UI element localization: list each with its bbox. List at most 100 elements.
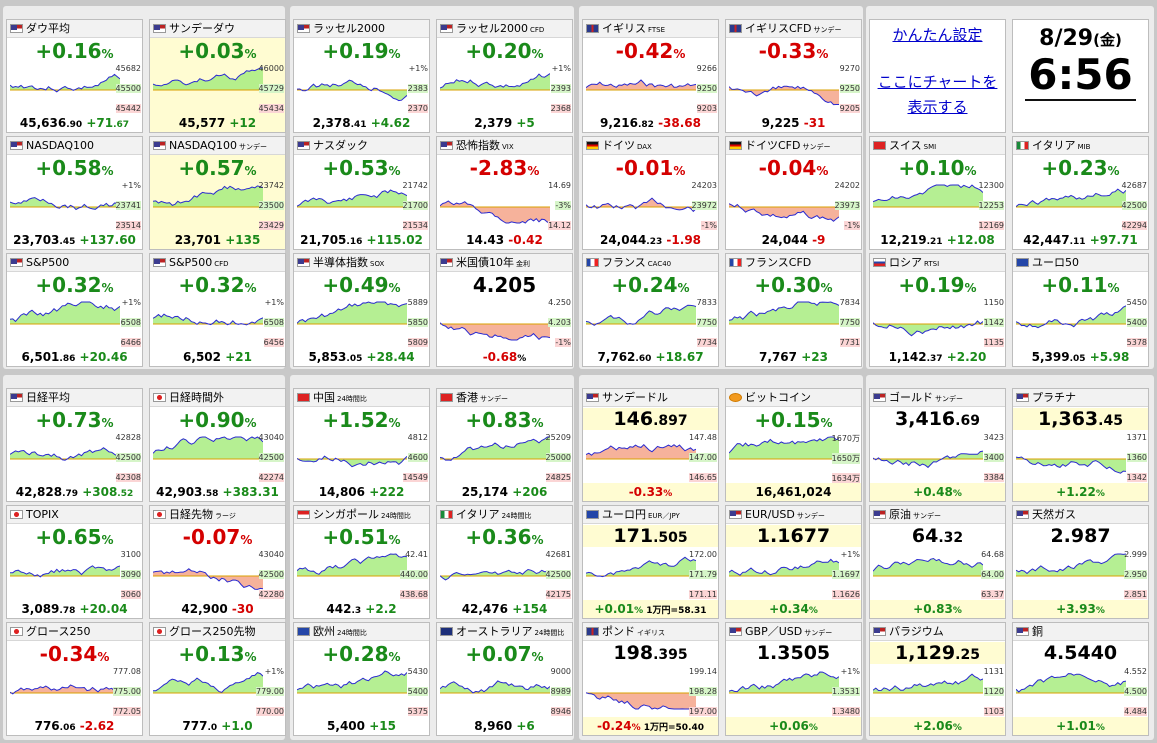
market-tile[interactable]: 香港 サンデー +0.83% 25209 25000 24825 25,174 +206 xyxy=(436,388,573,502)
market-tile[interactable]: 日経時間外 +0.90% 43040 42500 42274 42,903.58 +383… xyxy=(149,388,286,502)
market-tile[interactable]: イタリア MIB +0.23% 42687 42500 42294 42,447.11 +9… xyxy=(1012,136,1149,250)
footer-value: 7,762 xyxy=(597,350,636,364)
axis-label: 2370 xyxy=(407,104,428,113)
market-tile[interactable]: グロース250先物 +0.13% +1% 779.00 770.00 777.0 +1.0 xyxy=(149,622,286,736)
tile-title: ユーロ50 xyxy=(1032,256,1079,269)
percent-sign: % xyxy=(244,281,257,295)
commodity-tile[interactable]: サンデードル 146.897 147.48 147.00 146.65 -0.33% xyxy=(582,388,719,502)
chart-display-link-line1[interactable]: ここにチャートを xyxy=(877,73,998,91)
jp-flag-icon xyxy=(153,627,166,636)
footer-value: 442 xyxy=(326,602,352,616)
market-tile[interactable]: ダウ平均 +0.16% 45682 45500 45442 45,636.90 +71.6… xyxy=(6,19,143,133)
footer-percent: % xyxy=(1095,606,1105,616)
axis-label: 1150 xyxy=(983,298,1004,307)
market-tile[interactable]: 欧州 24時間比 +0.28% 5430 5400 5375 5,400 +15 xyxy=(293,622,430,736)
commodity-tile[interactable]: パラジウム 1,129.25 1131 1120 1103 +2.06% xyxy=(869,622,1006,736)
commodity-tile[interactable]: 天然ガス 2.987 2.999 2.950 2.851 +3.93% xyxy=(1012,505,1149,619)
axis-label: +1% xyxy=(551,64,571,73)
market-tile[interactable]: TOPIX +0.65% 3100 3090 3060 3,089.78 +20.04 xyxy=(6,505,143,619)
axis-label: 14.12 xyxy=(548,221,571,230)
axis-label: 4600 xyxy=(407,453,428,462)
tile-footer: 8,960 +6 xyxy=(437,717,572,735)
axis-label: 3090 xyxy=(120,570,141,579)
commodity-tile[interactable]: ポンド イギリス 198.395 199.14 198.28 197.00 -0.24% 1… xyxy=(582,622,719,736)
footer-value: 9,225 xyxy=(761,116,800,130)
commodity-tile[interactable]: ビットコイン +0.15% 1670万 1650万 1634万 16,461,024 xyxy=(725,388,862,502)
market-tile[interactable]: サンデーダウ +0.03% 46000 45729 45434 45,577 +12 xyxy=(149,19,286,133)
commodity-tile[interactable]: GBP／USD サンデー 1.3505 +1% 1.3531 1.3480 +0.06% xyxy=(725,622,862,736)
commodity-tile[interactable]: 銅 4.5440 4.552 4.500 4.484 +1.01% xyxy=(1012,622,1149,736)
market-tile[interactable]: 米国債10年 金利 4.205 4.250 4.203 -1% -0.68% xyxy=(436,253,573,367)
market-tile[interactable]: ナスダック +0.53% 21742 21700 21534 21,705.16 +115… xyxy=(293,136,430,250)
market-tile[interactable]: ドイツCFD サンデー -0.04% 24202 23973 -1% 24,044 -9 xyxy=(725,136,862,250)
axis-label: 1135 xyxy=(983,338,1004,347)
commodity-tile[interactable]: ユーロ円 EUR／JPY 171.505 172.00 171.79 171.11 +0.0… xyxy=(582,505,719,619)
tile-subtitle: CAC40 xyxy=(647,260,672,268)
tile-footer: 6,502 +21 xyxy=(150,348,285,366)
market-tile[interactable]: ラッセル2000 +0.19% +1% 2383 2370 2,378.41 +4.62 xyxy=(293,19,430,133)
market-tile[interactable]: ロシア RTSI +0.19% 1150 1142 1135 1,142.37 +2.20 xyxy=(869,253,1006,367)
market-tile[interactable]: NASDAQ100 +0.58% +1% 23741 23514 23,703.45 +1… xyxy=(6,136,143,250)
market-tile[interactable]: ユーロ50 +0.11% 5450 5400 5378 5,399.05 +5.98 xyxy=(1012,253,1149,367)
price-decimal: .32 xyxy=(938,530,964,546)
footer-value: 42,447 xyxy=(1023,233,1070,247)
market-tile[interactable]: イタリア 24時間比 +0.36% 42681 42500 42175 42,476 +15… xyxy=(436,505,573,619)
easy-settings-link[interactable]: かんたん設定 xyxy=(892,26,983,44)
market-tile[interactable]: ドイツ DAX -0.01% 24203 23972 -1% 24,044.23 -1.98 xyxy=(582,136,719,250)
tile-title: ポンド xyxy=(602,625,635,638)
market-tile[interactable]: 半導体指数 SOX +0.49% 5889 5850 5809 5,853.05 +28.4… xyxy=(293,253,430,367)
market-tile[interactable]: シンガポール 24時間比 +0.51% 42.41 440.00 438.68 442.3 … xyxy=(293,505,430,619)
jp-flag-icon xyxy=(153,393,166,402)
sparkline-chart xyxy=(297,79,407,102)
axis-label: 5809 xyxy=(407,338,428,347)
market-tile[interactable]: オーストラリア 24時間比 +0.07% 9000 8989 8946 8,960 +6 xyxy=(436,622,573,736)
axis-label: 775.00 xyxy=(113,687,141,696)
commodity-tile[interactable]: プラチナ 1,363.45 1371 1360 1342 +1.22% xyxy=(1012,388,1149,502)
commodity-tile[interactable]: ゴールド サンデー 3,416.69 3423 3400 3384 +0.48% xyxy=(869,388,1006,502)
tile-title: S&P500 xyxy=(26,256,70,269)
market-tile[interactable]: グロース250 -0.34% 777.08 775.00 772.05 776.06 -2… xyxy=(6,622,143,736)
market-tile[interactable]: イギリスCFD サンデー -0.33% 9270 9250 9205 9,225 -31 xyxy=(725,19,862,133)
sparkline-area xyxy=(1016,457,1126,474)
market-tile[interactable]: NASDAQ100 サンデー +0.57% 23742 23500 23429 23,701… xyxy=(149,136,286,250)
sparkline-area xyxy=(873,674,983,693)
tile-header: オーストラリア 24時間比 xyxy=(437,623,572,641)
sparkline-chart xyxy=(586,304,696,326)
footer-change: +137.60 xyxy=(75,233,136,247)
market-tile[interactable]: 日経先物 ラージ -0.07% 43040 42500 42280 42,900 -30 xyxy=(149,505,286,619)
footer-change: +12 xyxy=(225,116,257,130)
market-tile[interactable]: S&P500 CFD +0.32% +1% 6508 6456 6,502 +21 xyxy=(149,253,286,367)
us-flag-icon xyxy=(586,393,599,402)
footer-change: +18.67 xyxy=(651,350,704,364)
tile-header: フランス CAC40 xyxy=(583,254,718,272)
sparkline-area xyxy=(729,672,839,693)
clock-box: 8/29(金) 6:56 xyxy=(1012,19,1149,133)
footer-change: +2.2 xyxy=(361,602,397,616)
chart-display-link-line2[interactable]: 表示する xyxy=(907,98,968,116)
market-tile[interactable]: フランスCFD +0.30% 7834 7750 7731 7,767 +23 xyxy=(725,253,862,367)
commodity-tile[interactable]: EUR/USD サンデー 1.1677 +1% 1.1697 1.1626 +0.34% xyxy=(725,505,862,619)
market-tile[interactable]: 日経平均 +0.73% 42828 42500 42308 42,828.79 +308.… xyxy=(6,388,143,502)
sparkline-area xyxy=(873,185,983,207)
market-tile[interactable]: スイス SMI +0.10% 12300 12253 12169 12,219.21 +12… xyxy=(869,136,1006,250)
tile-title: イギリスCFD xyxy=(745,22,812,35)
commodity-tile[interactable]: 原油 サンデー 64.32 64.68 64.00 63.37 +0.83% xyxy=(869,505,1006,619)
sparkline-line xyxy=(10,684,120,695)
market-tile[interactable]: 中国 24時間比 +1.52% 4812 4600 14549 14,806 +222 xyxy=(293,388,430,502)
market-tile[interactable]: フランス CAC40 +0.24% 7833 7750 7734 7,762.60 +18.… xyxy=(582,253,719,367)
tile-title: サンデーダウ xyxy=(169,22,235,35)
sparkline-chart xyxy=(10,684,120,695)
sparkline-area xyxy=(586,305,696,326)
axis-label: 1142 xyxy=(983,318,1004,327)
market-tile[interactable]: イギリス FTSE -0.42% 9266 9250 9203 9,216.82 -38.6… xyxy=(582,19,719,133)
market-tile[interactable]: 恐怖指数 VIX -2.83% 14.69 -3% 14.12 14.43 -0.42 xyxy=(436,136,573,250)
axis-label: 7833 xyxy=(696,298,717,307)
sparkline-chart xyxy=(729,301,839,325)
tile-footer: 3,089.78 +20.04 xyxy=(7,600,142,618)
footer-value: 9,216 xyxy=(599,116,638,130)
market-tile[interactable]: S&P500 +0.32% +1% 6508 6466 6,501.86 +20.46 xyxy=(6,253,143,367)
footer-decimal: .11 xyxy=(1069,237,1086,247)
footer-decimal: % xyxy=(517,354,527,364)
market-tile[interactable]: ラッセル2000 CFD +0.20% +1% 2393 2368 2,379 +5 xyxy=(436,19,573,133)
sparkline-chart xyxy=(1016,305,1126,329)
